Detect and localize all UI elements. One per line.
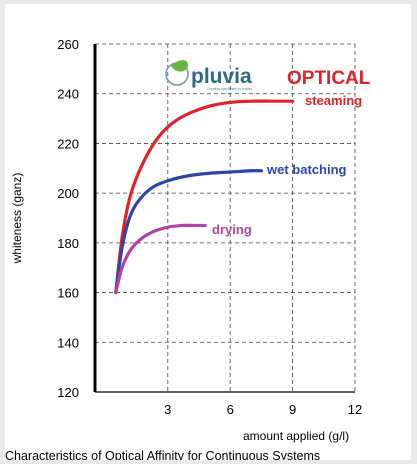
x-tick-label: 9 xyxy=(289,402,296,417)
series-label-wet-batching: wet batching xyxy=(266,162,347,177)
series-label-drying: drying xyxy=(212,222,252,237)
series-line-drying xyxy=(114,223,207,295)
logo-wordmark: pluvia xyxy=(191,65,252,88)
x-axis-title: amount applied (g/l) xyxy=(243,429,349,443)
x-tick-label: 3 xyxy=(164,402,171,417)
series-label-steaming: steaming xyxy=(305,93,362,108)
series-labels: steaming wet batching drying xyxy=(212,93,362,237)
series-line-wet-batching xyxy=(114,169,263,295)
chart-caption: Characteristics of Optical Affinity for … xyxy=(5,449,320,460)
x-tick-labels: 3 6 9 12 xyxy=(164,402,362,417)
y-tick-label: 220 xyxy=(57,136,79,151)
y-tick-label: 180 xyxy=(57,236,79,251)
optical-headline: OPTICAL xyxy=(287,68,371,89)
y-tick-label: 160 xyxy=(57,286,79,301)
series-line-steaming xyxy=(114,99,295,295)
y-tick-labels: 120 140 160 180 200 220 240 260 xyxy=(57,37,79,400)
y-tick-label: 240 xyxy=(57,87,79,102)
series-lines xyxy=(114,99,295,295)
leaf-icon xyxy=(165,60,189,86)
pluvia-logo: pluvia Chemical specialities for textile… xyxy=(165,60,253,91)
x-tick-label: 6 xyxy=(227,402,234,417)
axes xyxy=(93,44,355,393)
x-tick-label: 12 xyxy=(348,402,362,417)
chart-frame: 120 140 160 180 200 220 240 260 3 6 9 12 steaming w… xyxy=(5,4,411,460)
y-tick-label: 260 xyxy=(57,37,79,52)
y-tick-label: 140 xyxy=(57,335,79,350)
logo-tagline: Chemical specialities for textiles xyxy=(207,87,253,91)
y-axis-title: whiteness (ganz) xyxy=(10,173,24,265)
optical-affinity-chart: 120 140 160 180 200 220 240 260 3 6 9 12 steaming w… xyxy=(5,37,371,460)
y-tick-label: 120 xyxy=(57,385,79,400)
y-tick-label: 200 xyxy=(57,186,79,201)
